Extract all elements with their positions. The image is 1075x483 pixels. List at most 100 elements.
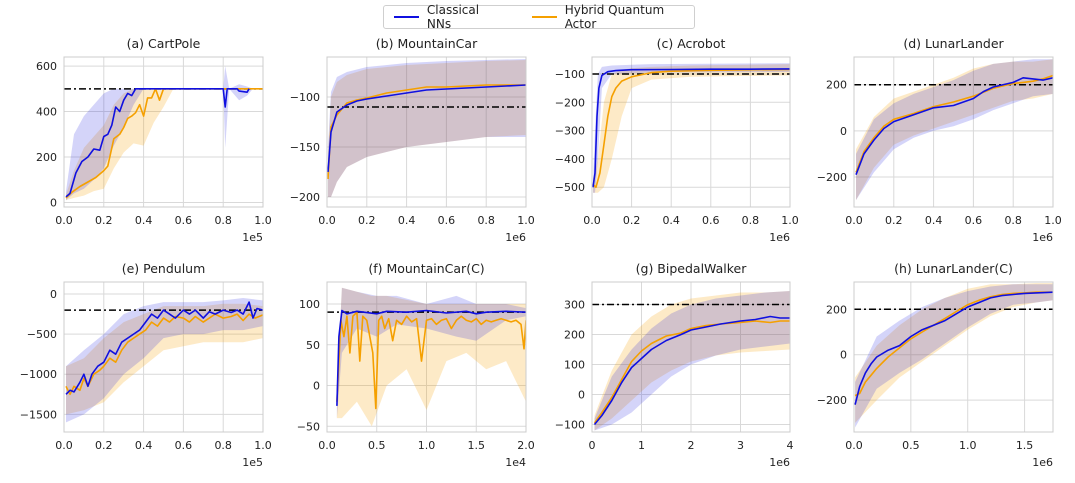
- x-tick-label: 1.0: [959, 439, 977, 452]
- series-line-classical: [593, 315, 790, 426]
- band-classical: [855, 284, 1053, 428]
- series-line-classical: [854, 291, 1053, 405]
- x-tick-label: 1.0: [517, 214, 535, 227]
- y-tick-label: 0: [313, 380, 320, 393]
- subplot-7: (g) BipedalWalker 0 1 2 3 4 −100 0 100 200 300 1e6: [555, 261, 794, 469]
- x-tick-label: 1.0: [1044, 214, 1062, 227]
- series-line-classical: [592, 68, 790, 188]
- x-tick-label: 1.5: [468, 439, 486, 452]
- x-offset-label: 1e5: [242, 456, 263, 469]
- series-line-quantum: [855, 74, 1053, 173]
- y-tick-label: 0: [840, 125, 847, 138]
- subplot-4: (d) LunarLander 0.0 0.2 0.4 0.6 0.8 1.0 −200 0 20…: [817, 36, 1062, 244]
- series-line-quantum: [327, 84, 526, 180]
- x-tick-label: 0.8: [214, 214, 232, 227]
- axes-frame: [853, 281, 1054, 433]
- axes-frame: [326, 56, 527, 208]
- y-tick-label: 0: [50, 196, 57, 209]
- band-quantum: [855, 283, 1053, 423]
- x-tick-label: 0.2: [358, 214, 376, 227]
- y-tick-label: −400: [555, 153, 585, 166]
- x-tick-label: 0.4: [925, 214, 943, 227]
- y-tick-label: 300: [564, 299, 585, 312]
- axes-frame: [326, 281, 527, 433]
- x-offset-label: 1e6: [1032, 456, 1053, 469]
- x-tick-label: 0.6: [438, 214, 456, 227]
- y-tick-label: 200: [36, 151, 57, 164]
- x-tick-label: 0.0: [845, 214, 863, 227]
- subplot-8: (h) LunarLander(C) 0.0 0.5 1.0 1.5 −200 0 200 1e…: [817, 261, 1054, 469]
- series-line-classical: [855, 77, 1053, 175]
- series-line-quantum: [336, 311, 526, 410]
- x-tick-label: 0.0: [845, 439, 863, 452]
- axes-frame: [853, 56, 1054, 208]
- plot-area: [854, 283, 1053, 428]
- x-tick-label: 0.0: [55, 439, 73, 452]
- y-tick-label: 0: [578, 389, 585, 402]
- x-tick-label: 0.8: [742, 214, 760, 227]
- x-tick-label: 0.8: [477, 214, 495, 227]
- subplot-title: (f) MountainCar(C): [368, 261, 484, 276]
- x-tick-label: 0.6: [965, 214, 983, 227]
- y-tick-label: −500: [27, 328, 57, 341]
- y-tick-label: 0: [50, 288, 57, 301]
- plot-area: [64, 66, 263, 201]
- y-tick-label: 0: [840, 349, 847, 362]
- series-line-quantum: [592, 68, 790, 188]
- x-tick-label: 0.4: [135, 214, 153, 227]
- series-line-quantum: [854, 291, 1053, 397]
- series-line-classical: [327, 84, 526, 173]
- x-tick-label: 0.4: [398, 214, 416, 227]
- x-tick-label: 0: [589, 439, 596, 452]
- x-offset-label: 1e6: [769, 231, 790, 244]
- x-tick-label: 0.5: [368, 439, 386, 452]
- y-tick-label: −300: [555, 125, 585, 138]
- x-tick-label: 0.6: [175, 439, 193, 452]
- x-tick-label: 0.5: [902, 439, 920, 452]
- plot-area: [592, 291, 790, 431]
- plot-area: [592, 63, 790, 193]
- subplot-6: (f) MountainCar(C) 0.0 0.5 1.0 1.5 2.0 −50 0 50 1…: [297, 261, 535, 469]
- y-tick-label: 100: [299, 298, 320, 311]
- y-tick-label: −500: [555, 181, 585, 194]
- x-tick-label: 0.0: [583, 214, 601, 227]
- x-tick-label: 0.2: [885, 214, 903, 227]
- legend-label-classical: Classical NNs: [426, 3, 480, 31]
- x-tick-label: 1.0: [781, 214, 799, 227]
- subplot-5: (e) Pendulum 0.0 0.2 0.4 0.6 0.8 1.0 −1500 −1000…: [20, 261, 272, 469]
- x-tick-label: 0.0: [318, 439, 336, 452]
- series-line-classical: [65, 301, 263, 395]
- legend-swatch-quantum: [531, 16, 557, 18]
- band-classical: [328, 59, 526, 197]
- x-tick-label: 3: [737, 439, 744, 452]
- y-tick-label: −200: [555, 96, 585, 109]
- legend-swatch-classical: [394, 16, 419, 18]
- band-quantum: [856, 59, 1053, 201]
- y-tick-label: −100: [555, 68, 585, 81]
- legend: Classical NNs Hybrid Quantum Actor: [383, 3, 695, 31]
- subplot-1: (a) CartPole 0.0 0.2 0.4 0.6 0.8 1.0 0 200 400 600…: [36, 36, 272, 244]
- y-tick-label: −50: [297, 420, 320, 433]
- band-classical: [594, 291, 790, 431]
- x-tick-label: 0.6: [175, 214, 193, 227]
- y-tick-label: −200: [817, 394, 847, 407]
- y-tick-label: −150: [290, 141, 320, 154]
- axes-frame: [591, 281, 791, 433]
- x-tick-label: 2.0: [517, 439, 535, 452]
- y-tick-label: 400: [36, 106, 57, 119]
- subplot-2: (b) MountainCar 0.0 0.2 0.4 0.6 0.8 1.0 −200 −15…: [290, 36, 535, 244]
- x-tick-label: 0.4: [662, 214, 680, 227]
- legend-item-quantum: Hybrid Quantum Actor: [531, 3, 694, 31]
- y-tick-label: 600: [36, 60, 57, 73]
- y-tick-label: −200: [290, 191, 320, 204]
- subplot-title: (h) LunarLander(C): [894, 261, 1013, 276]
- x-tick-label: 0.8: [214, 439, 232, 452]
- band-classical: [66, 66, 253, 201]
- x-tick-label: 1: [638, 439, 645, 452]
- x-tick-label: 1.0: [254, 214, 272, 227]
- y-tick-label: −1000: [20, 368, 57, 381]
- x-tick-label: 0.0: [55, 214, 73, 227]
- subplot-title: (a) CartPole: [127, 36, 201, 51]
- subplot-title: (b) MountainCar: [376, 36, 478, 51]
- y-tick-label: 200: [826, 79, 847, 92]
